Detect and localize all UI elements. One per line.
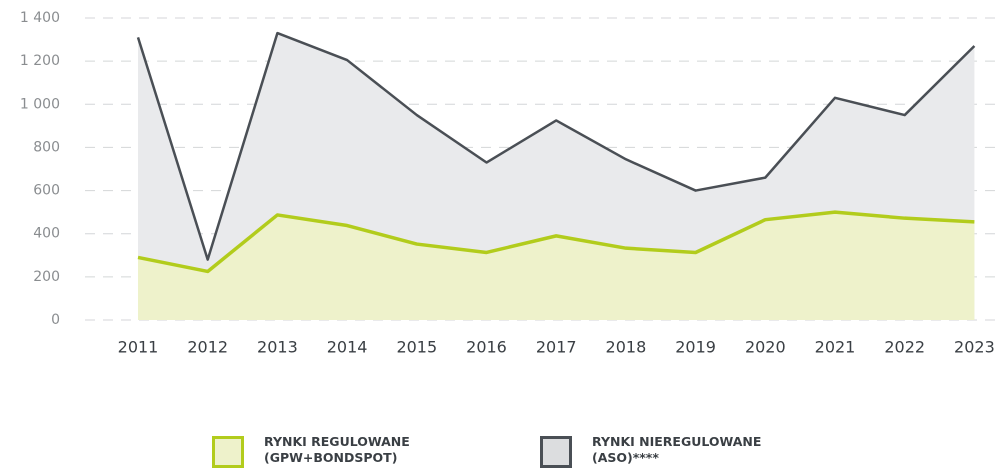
x-tick-label: 2022 [884,338,925,357]
x-tick-label: 2013 [257,338,298,357]
area [138,212,975,320]
x-tick-label: 2012 [187,338,228,357]
legend-item: RYNKI REGULOWANE (GPW+BONDSPOT) [212,434,414,468]
x-tick-label: 2014 [327,338,368,357]
x-tick-label: 2019 [675,338,716,357]
x-tick-label: 2023 [954,338,995,357]
legend-swatch [540,436,572,468]
legend-swatch [212,436,244,468]
y-tick-label: 200 [33,269,60,285]
line [136,31,976,261]
x-tick-label: 2020 [745,338,786,357]
x-tick-label: 2015 [396,338,437,357]
y-tick-label: 600 [33,183,60,199]
x-tick-label: 2018 [606,338,647,357]
legend-item: RYNKI NIEREGULOWANE (ASO)**** [540,434,767,468]
legend-label: RYNKI REGULOWANE (GPW+BONDSPOT) [264,434,410,465]
y-tick-label: 1 000 [20,96,60,112]
x-tick-label: 2017 [536,338,577,357]
y-tick-label: 800 [33,139,60,155]
y-tick-label: 1 200 [20,53,60,69]
y-tick-label: 1 400 [20,10,60,26]
x-tick-label: 2021 [815,338,856,357]
x-tick-label: 2016 [466,338,507,357]
plot: 0 200 400 600 800 1 000 1 200 1 400 2011 2012 2013… [20,10,1000,357]
y-tick-label: 0 [51,312,60,328]
line [137,210,975,274]
x-tick-label: 2011 [118,338,159,357]
legend-label: RYNKI NIEREGULOWANE (ASO)**** [592,434,762,465]
y-tick-label: 400 [33,226,60,242]
